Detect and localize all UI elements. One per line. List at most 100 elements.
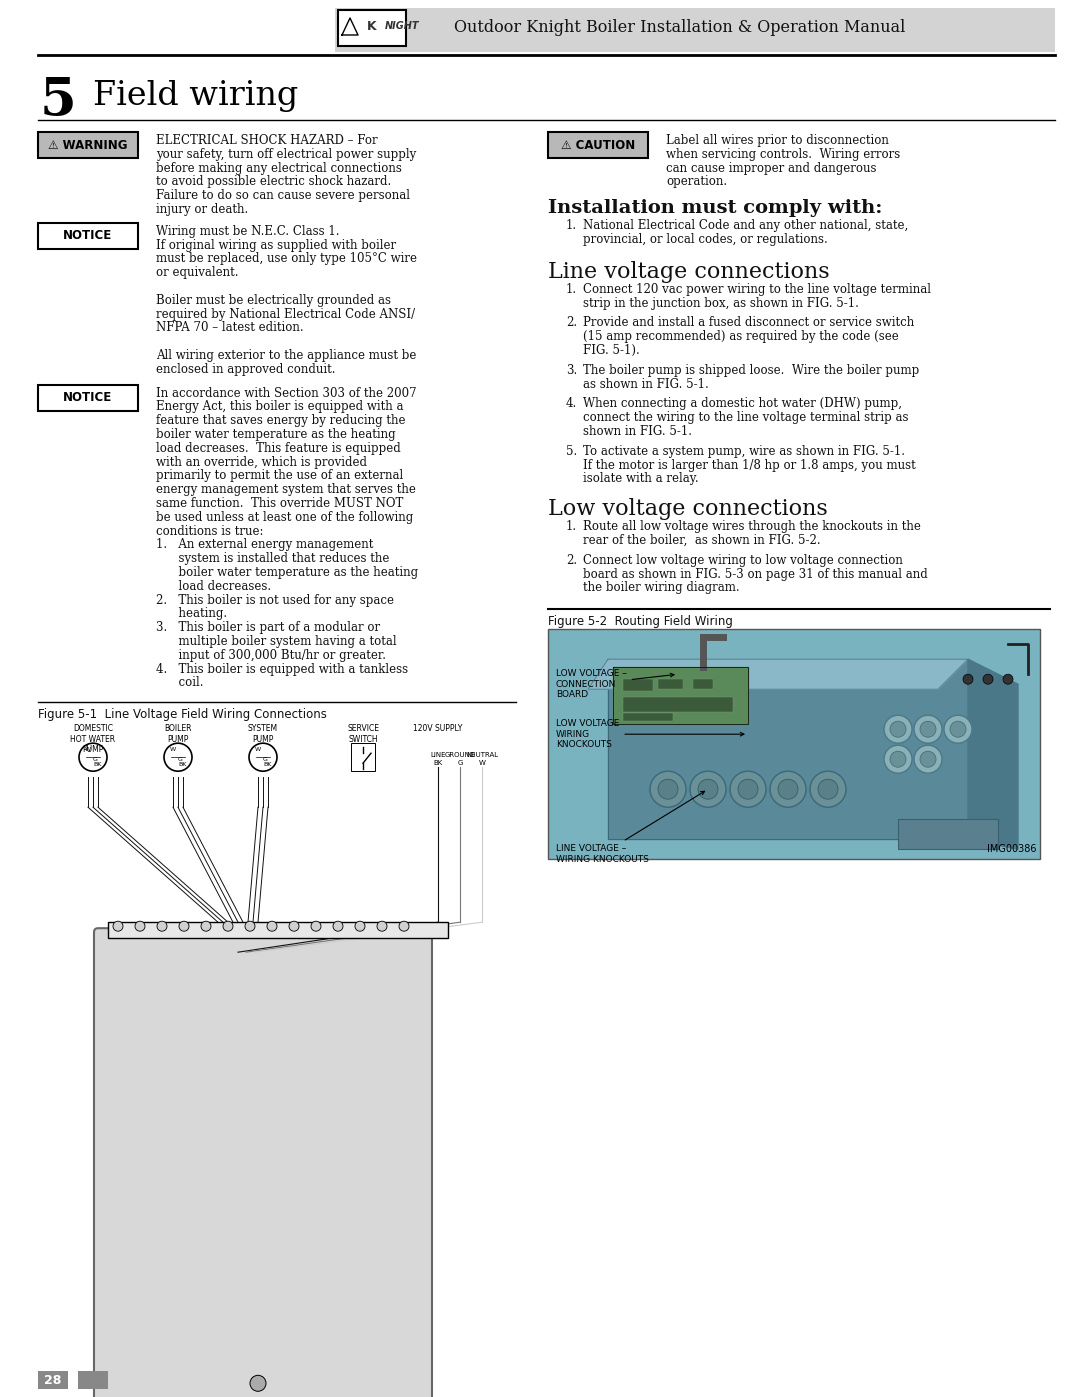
FancyBboxPatch shape (78, 1370, 108, 1389)
Text: boiler water temperature as the heating: boiler water temperature as the heating (156, 566, 418, 578)
Text: 5.: 5. (566, 444, 577, 458)
Text: G: G (262, 757, 268, 763)
Text: Line voltage connections: Line voltage connections (548, 261, 829, 282)
FancyBboxPatch shape (623, 697, 733, 712)
Text: If original wiring as supplied with boiler: If original wiring as supplied with boil… (156, 239, 396, 251)
Text: W: W (478, 760, 485, 766)
Circle shape (113, 921, 123, 932)
Text: Figure 5-1  Line Voltage Field Wiring Connections: Figure 5-1 Line Voltage Field Wiring Con… (38, 708, 327, 721)
Text: strip in the junction box, as shown in FIG. 5-1.: strip in the junction box, as shown in F… (583, 296, 859, 310)
Text: or equivalent.: or equivalent. (156, 267, 239, 279)
Text: 3.   This boiler is part of a modular or: 3. This boiler is part of a modular or (156, 622, 380, 634)
Text: W: W (85, 747, 91, 752)
Text: The boiler pump is shipped loose.  Wire the boiler pump: The boiler pump is shipped loose. Wire t… (583, 363, 919, 377)
Text: 2.: 2. (566, 316, 577, 330)
Text: Failure to do so can cause severe personal: Failure to do so can cause severe person… (156, 189, 410, 203)
Text: operation.: operation. (666, 176, 727, 189)
Text: 120V SUPPLY: 120V SUPPLY (414, 724, 462, 733)
Text: primarily to permit the use of an external: primarily to permit the use of an extern… (156, 469, 403, 482)
Circle shape (135, 921, 145, 932)
Circle shape (890, 721, 906, 738)
Text: be used unless at least one of the following: be used unless at least one of the follo… (156, 511, 414, 524)
Polygon shape (588, 659, 968, 689)
Text: 5: 5 (40, 75, 77, 126)
Circle shape (201, 921, 211, 932)
Circle shape (914, 745, 942, 773)
Text: required by National Electrical Code ANSI/: required by National Electrical Code ANS… (156, 307, 415, 320)
Polygon shape (608, 659, 968, 840)
Text: same function.  This override MUST NOT: same function. This override MUST NOT (156, 497, 403, 510)
Text: GROUND: GROUND (445, 752, 475, 759)
Circle shape (355, 921, 365, 932)
Circle shape (818, 780, 838, 799)
Circle shape (289, 921, 299, 932)
Text: 4.: 4. (566, 397, 577, 411)
Circle shape (690, 771, 726, 807)
Circle shape (698, 780, 718, 799)
Text: load decreases.: load decreases. (156, 580, 271, 592)
Text: ⚠ CAUTION: ⚠ CAUTION (561, 138, 635, 151)
Text: enclosed in approved conduit.: enclosed in approved conduit. (156, 363, 336, 376)
FancyBboxPatch shape (38, 1370, 68, 1389)
Circle shape (267, 921, 276, 932)
Text: energy management system that serves the: energy management system that serves the (156, 483, 416, 496)
Text: 1.: 1. (566, 219, 577, 232)
Text: NOTICE: NOTICE (64, 391, 112, 404)
FancyBboxPatch shape (351, 743, 375, 771)
Text: K: K (367, 20, 377, 32)
Text: G: G (457, 760, 462, 766)
Text: BK: BK (264, 763, 272, 767)
Text: multiple boiler system having a total: multiple boiler system having a total (156, 636, 396, 648)
Circle shape (963, 675, 973, 685)
Text: ELECTRICAL SHOCK HAZARD – For: ELECTRICAL SHOCK HAZARD – For (156, 134, 378, 147)
Text: input of 300,000 Btu/hr or greater.: input of 300,000 Btu/hr or greater. (156, 648, 386, 662)
FancyBboxPatch shape (548, 629, 1040, 859)
FancyBboxPatch shape (693, 679, 713, 689)
Text: Boiler must be electrically grounded as: Boiler must be electrically grounded as (156, 293, 391, 307)
Text: 1.   An external energy management: 1. An external energy management (156, 538, 374, 552)
Circle shape (249, 1375, 266, 1391)
Text: coil.: coil. (156, 676, 203, 689)
Text: can cause improper and dangerous: can cause improper and dangerous (666, 162, 877, 175)
FancyBboxPatch shape (38, 131, 138, 158)
Circle shape (890, 752, 906, 767)
Text: conditions is true:: conditions is true: (156, 525, 264, 538)
Text: LINE: LINE (430, 752, 446, 759)
Circle shape (944, 715, 972, 743)
Text: W: W (170, 747, 176, 752)
Text: LINE VOLTAGE –
WIRING KNOCKOUTS: LINE VOLTAGE – WIRING KNOCKOUTS (556, 791, 704, 863)
Text: load decreases.  This feature is equipped: load decreases. This feature is equipped (156, 441, 401, 455)
Circle shape (399, 921, 409, 932)
Circle shape (778, 780, 798, 799)
Text: If the motor is larger than 1/8 hp or 1.8 amps, you must: If the motor is larger than 1/8 hp or 1.… (583, 458, 916, 472)
Text: NEUTRAL: NEUTRAL (465, 752, 498, 759)
Circle shape (1003, 675, 1013, 685)
Text: 3.: 3. (566, 363, 577, 377)
Text: Field wiring: Field wiring (93, 80, 298, 112)
Text: NIGHT: NIGHT (384, 21, 419, 31)
Text: provincial, or local codes, or regulations.: provincial, or local codes, or regulatio… (583, 233, 827, 246)
FancyBboxPatch shape (897, 819, 998, 849)
Text: rear of the boiler,  as shown in FIG. 5-2.: rear of the boiler, as shown in FIG. 5-2… (583, 534, 821, 548)
FancyBboxPatch shape (38, 222, 138, 249)
Text: FIG. 5-1).: FIG. 5-1). (583, 344, 639, 358)
Text: NFPA 70 – latest edition.: NFPA 70 – latest edition. (156, 321, 303, 334)
Text: Figure 5-2  Routing Field Wiring: Figure 5-2 Routing Field Wiring (548, 615, 733, 629)
Text: Installation must comply with:: Installation must comply with: (548, 200, 882, 217)
Text: when servicing controls.  Wiring errors: when servicing controls. Wiring errors (666, 148, 901, 161)
Text: W: W (255, 747, 261, 752)
Text: Connect 120 vac power wiring to the line voltage terminal: Connect 120 vac power wiring to the line… (583, 282, 931, 296)
Text: feature that saves energy by reducing the: feature that saves energy by reducing th… (156, 414, 405, 427)
Text: shown in FIG. 5-1.: shown in FIG. 5-1. (583, 425, 692, 439)
Circle shape (950, 721, 966, 738)
Text: NOTICE: NOTICE (64, 229, 112, 242)
Text: isolate with a relay.: isolate with a relay. (583, 472, 699, 485)
Circle shape (650, 771, 686, 807)
FancyBboxPatch shape (335, 8, 1055, 52)
FancyBboxPatch shape (108, 922, 448, 939)
Circle shape (311, 921, 321, 932)
Text: To activate a system pump, wire as shown in FIG. 5-1.: To activate a system pump, wire as shown… (583, 444, 905, 458)
Text: Provide and install a fused disconnect or service switch: Provide and install a fused disconnect o… (583, 316, 915, 330)
Text: boiler water temperature as the heating: boiler water temperature as the heating (156, 427, 395, 441)
FancyBboxPatch shape (658, 679, 683, 689)
